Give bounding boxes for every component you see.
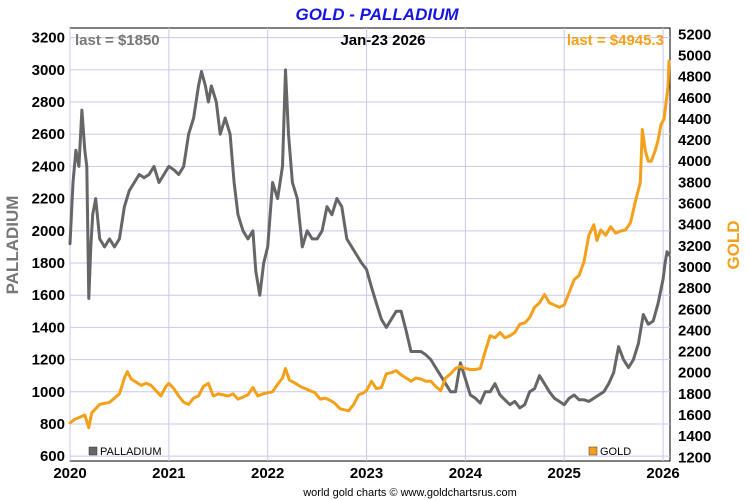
right-tick-label: 1200 <box>678 449 711 466</box>
gold-last-price: last = $4945.3 <box>567 32 664 49</box>
right-tick-label: 3200 <box>678 238 711 255</box>
x-tick-label: 2023 <box>350 465 383 482</box>
right-tick-label: 2400 <box>678 322 711 339</box>
left-tick-label: 1400 <box>32 319 65 336</box>
right-tick-label: 2000 <box>678 365 711 382</box>
left-tick-label: 2000 <box>32 223 65 240</box>
left-tick-label: 800 <box>40 416 65 433</box>
right-tick-label: 4200 <box>678 132 711 149</box>
left-tick-label: 2400 <box>32 158 65 175</box>
left-tick-label: 2600 <box>32 126 65 143</box>
left-tick-label: 1200 <box>32 352 65 369</box>
right-tick-label: 4400 <box>678 111 711 128</box>
left-tick-label: 3200 <box>32 30 65 47</box>
right-tick-label: 4600 <box>678 90 711 107</box>
x-tick-label: 2024 <box>449 465 483 482</box>
plot-frame <box>69 27 671 462</box>
palladium-series-line <box>68 68 671 410</box>
left-tick-label: 2800 <box>32 94 65 111</box>
legend-gold-label: GOLD <box>600 446 631 458</box>
right-axis-ticks: 1200 1400 1600 1800 2000 2200 2400 2600 2800 3000… <box>678 26 711 466</box>
right-tick-label: 2200 <box>678 344 711 361</box>
legend-palladium: PALLADIUM <box>88 446 162 458</box>
series-layer <box>68 59 671 430</box>
left-tick-label: 3000 <box>32 62 65 79</box>
left-tick-label: 1000 <box>32 384 65 401</box>
right-tick-label: 4800 <box>678 69 711 86</box>
right-tick-label: 5000 <box>678 47 711 64</box>
right-tick-label: 3600 <box>678 196 711 213</box>
left-axis-label: PALLADIUM <box>3 196 22 295</box>
palladium-last-price: last = $1850 <box>75 32 160 49</box>
right-tick-label: 2800 <box>678 280 711 297</box>
right-tick-label: 3000 <box>678 259 711 276</box>
right-tick-label: 3400 <box>678 217 711 234</box>
footer-credit: world gold charts © www.goldchartsrus.co… <box>302 487 517 499</box>
legend-gold: GOLD <box>588 446 631 458</box>
legend-gold-swatch <box>588 446 598 456</box>
x-tick-label: 2021 <box>152 465 185 482</box>
chart-title: GOLD - PALLADIUM <box>295 5 459 24</box>
x-tick-label: 2022 <box>251 465 284 482</box>
left-tick-label: 600 <box>40 448 65 465</box>
right-axis-label: GOLD <box>724 220 743 269</box>
right-tick-label: 2600 <box>678 301 711 318</box>
legend-palladium-swatch <box>88 446 98 456</box>
right-tick-label: 4000 <box>678 153 711 170</box>
right-tick-label: 3800 <box>678 174 711 191</box>
x-tick-label: 2020 <box>53 465 86 482</box>
gold-series-line <box>68 59 671 430</box>
x-axis-ticks: 2020 2021 2022 2023 2024 2025 2026 <box>53 465 679 482</box>
left-tick-label: 1800 <box>32 255 65 272</box>
chart-date: Jan-23 2026 <box>340 32 425 49</box>
left-tick-label: 2200 <box>32 191 65 208</box>
right-tick-label: 1600 <box>678 407 711 424</box>
right-tick-label: 5200 <box>678 26 711 43</box>
x-tick-label: 2026 <box>646 465 679 482</box>
x-tick-label: 2025 <box>548 465 581 482</box>
legend-palladium-label: PALLADIUM <box>100 446 162 458</box>
left-axis-ticks: 600 800 1000 1200 1400 1600 1800 2000 2200 2400 26… <box>32 30 65 466</box>
right-tick-label: 1400 <box>678 428 711 445</box>
left-tick-label: 1600 <box>32 287 65 304</box>
right-tick-label: 1800 <box>678 386 711 403</box>
